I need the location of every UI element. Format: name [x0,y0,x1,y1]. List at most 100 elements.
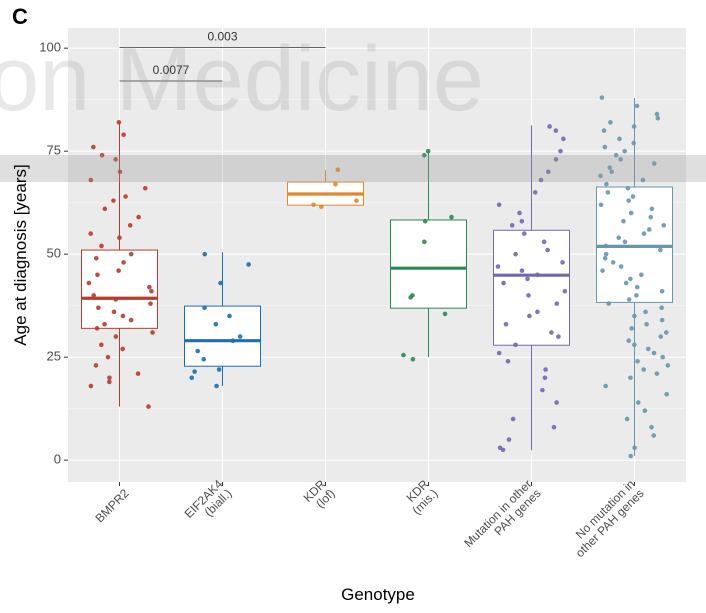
point [561,136,566,142]
point [598,173,603,179]
point [616,235,622,240]
point [626,338,632,343]
point [610,260,616,265]
point [113,297,119,302]
point [635,400,641,405]
point [449,214,454,220]
point [150,330,155,335]
point [608,120,613,125]
point [645,346,651,352]
point [632,313,637,319]
point [146,404,151,409]
point [149,288,154,294]
point [621,218,626,224]
point [651,433,657,438]
point [625,185,631,191]
point [622,148,627,154]
point [654,111,660,117]
point [634,293,639,298]
point [333,181,338,187]
point [128,317,134,323]
point [105,354,111,360]
point [659,317,665,323]
box [493,229,570,346]
point [408,295,413,300]
point [311,202,316,208]
point [623,280,629,286]
point [88,177,94,183]
point [246,262,251,267]
point [500,447,506,453]
x-tick-label: No mutation inother PAH genes [564,477,647,560]
point [116,120,122,125]
point [496,350,502,356]
point [634,103,640,109]
point [542,375,548,381]
point [527,313,532,319]
point [665,363,671,368]
point [661,223,667,228]
point [629,326,634,331]
point [120,346,125,352]
point [622,239,628,245]
watermark: on Medicine [0,28,484,130]
point [659,305,664,311]
point [554,400,559,405]
point [120,313,126,319]
point [128,251,134,257]
point [603,251,609,257]
point [410,356,416,362]
x-axis-label: Genotype [341,585,415,604]
point [147,284,152,290]
point [600,268,605,273]
y-tick-label: 50 [47,246,61,261]
point [93,255,99,261]
point [540,387,545,393]
point [525,276,530,282]
point [135,371,141,376]
point [655,115,661,121]
box [390,219,467,309]
panel-label: C [12,4,28,29]
point [517,210,522,216]
point [202,251,208,257]
point [102,321,107,327]
significance-label: 0.0077 [153,63,190,77]
point [659,288,665,294]
point [547,124,552,129]
point [642,408,648,414]
point [626,297,632,302]
point [88,231,94,236]
point [626,198,631,203]
point [658,247,663,253]
point [654,371,660,376]
y-tick-label: 75 [47,143,61,158]
point [521,231,527,236]
point [422,153,427,158]
point [640,177,646,183]
point [551,424,557,430]
point [88,383,94,389]
point [519,218,525,224]
y-tick-label: 0 [54,452,61,467]
point [513,251,518,257]
point [201,356,207,362]
point [604,181,609,187]
point [607,165,613,170]
x-tick-label: BMPR2 [92,486,131,525]
point [121,260,126,265]
point [192,369,197,374]
point [506,437,512,442]
point [560,260,565,265]
point [93,363,99,368]
point [649,206,655,212]
point [646,227,652,232]
point [526,293,531,298]
point [631,124,637,129]
point [651,350,657,356]
point [111,309,117,315]
point [617,136,622,142]
significance-label: 0.003 [207,30,237,44]
point [648,214,654,220]
y-tick-label: 100 [39,40,61,55]
